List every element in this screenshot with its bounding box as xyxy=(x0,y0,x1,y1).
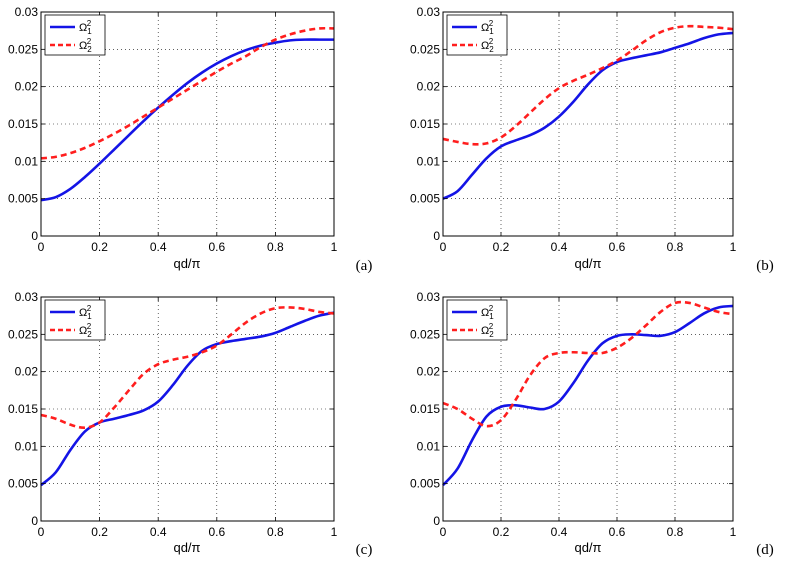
x-tick-label: 0 xyxy=(38,525,45,539)
chart-panel-4: 0 0.2 0.4 0.6 0.8 1 0 0.005 0.01 0.015 0.02 0.025 0.… xyxy=(410,290,774,558)
y-tick-label: 0.005 xyxy=(410,192,440,206)
y-tick-label: 0.025 xyxy=(410,327,440,341)
panel-label: (c) xyxy=(356,542,373,558)
chart-panel-1: 0 0.2 0.4 0.6 0.8 1 0 0.005 0.01 0.015 0.02 0.025 0.… xyxy=(8,5,372,274)
y-tick-label: 0.025 xyxy=(410,42,440,56)
y-tick-label: 0.025 xyxy=(8,327,38,341)
legend-entry-2: Ω22 xyxy=(481,37,494,54)
y-tick-label: 0.03 xyxy=(15,5,39,19)
x-tick-label: 0.2 xyxy=(493,240,510,254)
legend-box xyxy=(44,299,106,341)
legend-box xyxy=(446,14,508,56)
y-tick-label: 0.03 xyxy=(15,290,39,304)
y-tick-label: 0.005 xyxy=(410,477,440,491)
y-tick-label: 0.01 xyxy=(15,439,39,453)
legend-entry-2: Ω22 xyxy=(79,322,92,339)
y-tick-label: 0 xyxy=(31,229,38,243)
y-tick-label: 0 xyxy=(31,514,38,528)
legend-entry-2: Ω22 xyxy=(481,322,494,339)
x-tick-label: 0.8 xyxy=(267,240,284,254)
x-tick-label: 0 xyxy=(38,240,45,254)
legend-entry-1: Ω12 xyxy=(79,19,92,36)
x-tick-label: 0.2 xyxy=(493,525,510,539)
y-tick-label: 0.015 xyxy=(410,402,440,416)
x-tick-label: 0 xyxy=(440,240,447,254)
x-axis-label: qd/π xyxy=(574,540,601,555)
y-tick-label: 0.02 xyxy=(417,80,441,94)
y-tick-label: 0.01 xyxy=(417,154,441,168)
y-tick-label: 0.005 xyxy=(8,192,38,206)
series-line-2 xyxy=(40,306,335,430)
legend-entry-1: Ω12 xyxy=(79,304,92,321)
x-tick-label: 0.4 xyxy=(551,240,568,254)
chart-panel-3: 0 0.2 0.4 0.6 0.8 1 0 0.005 0.01 0.015 0.02 0.025 0.… xyxy=(8,290,372,558)
x-axis-label: qd/π xyxy=(173,256,200,271)
x-tick-label: 0.6 xyxy=(609,525,626,539)
y-tick-label: 0.015 xyxy=(8,402,38,416)
y-tick-label: 0 xyxy=(433,514,440,528)
legend-entry-1: Ω12 xyxy=(481,304,494,321)
y-tick-label: 0.03 xyxy=(417,290,441,304)
panel-label: (a) xyxy=(356,258,373,274)
panel-label: (b) xyxy=(756,258,774,274)
x-tick-label: 0.2 xyxy=(91,240,108,254)
x-tick-label: 1 xyxy=(730,240,737,254)
series-line-1 xyxy=(442,304,734,487)
y-tick-label: 0.005 xyxy=(8,477,38,491)
series-line-1 xyxy=(40,38,334,202)
x-tick-label: 0.4 xyxy=(551,525,568,539)
x-tick-label: 0.6 xyxy=(208,525,225,539)
x-tick-label: 0.8 xyxy=(667,240,684,254)
y-tick-label: 0.02 xyxy=(417,365,441,379)
x-tick-label: 1 xyxy=(331,525,338,539)
legend-entry-2: Ω22 xyxy=(79,37,92,54)
x-axis-label: qd/π xyxy=(574,256,601,271)
x-tick-label: 0.6 xyxy=(208,240,225,254)
legend-entry-1: Ω12 xyxy=(481,19,494,36)
x-tick-label: 0.6 xyxy=(609,240,626,254)
x-tick-label: 0 xyxy=(440,525,447,539)
x-tick-label: 0.8 xyxy=(267,525,284,539)
y-tick-label: 0.015 xyxy=(410,117,440,131)
y-tick-label: 0.015 xyxy=(8,117,38,131)
y-tick-label: 0 xyxy=(433,229,440,243)
x-tick-label: 1 xyxy=(331,240,338,254)
x-tick-label: 0.4 xyxy=(150,240,167,254)
series-line-1 xyxy=(442,31,734,200)
legend-box xyxy=(446,299,508,341)
series-line-2 xyxy=(40,26,335,160)
x-tick-label: 0.4 xyxy=(150,525,167,539)
chart-panel-2: 0 0.2 0.4 0.6 0.8 1 0 0.005 0.01 0.015 0.02 0.025 0.… xyxy=(410,5,774,274)
panel-label: (d) xyxy=(756,542,774,558)
y-tick-label: 0.025 xyxy=(8,42,38,56)
y-tick-label: 0.02 xyxy=(15,80,39,94)
x-tick-label: 1 xyxy=(730,525,737,539)
x-tick-label: 0.8 xyxy=(667,525,684,539)
y-tick-label: 0.03 xyxy=(417,5,441,19)
x-axis-label: qd/π xyxy=(173,540,200,555)
y-tick-label: 0.02 xyxy=(15,365,39,379)
legend-box xyxy=(44,14,106,56)
y-tick-label: 0.01 xyxy=(15,154,39,168)
x-tick-label: 0.2 xyxy=(91,525,108,539)
series-line-2 xyxy=(442,300,734,428)
y-tick-label: 0.01 xyxy=(417,439,441,453)
